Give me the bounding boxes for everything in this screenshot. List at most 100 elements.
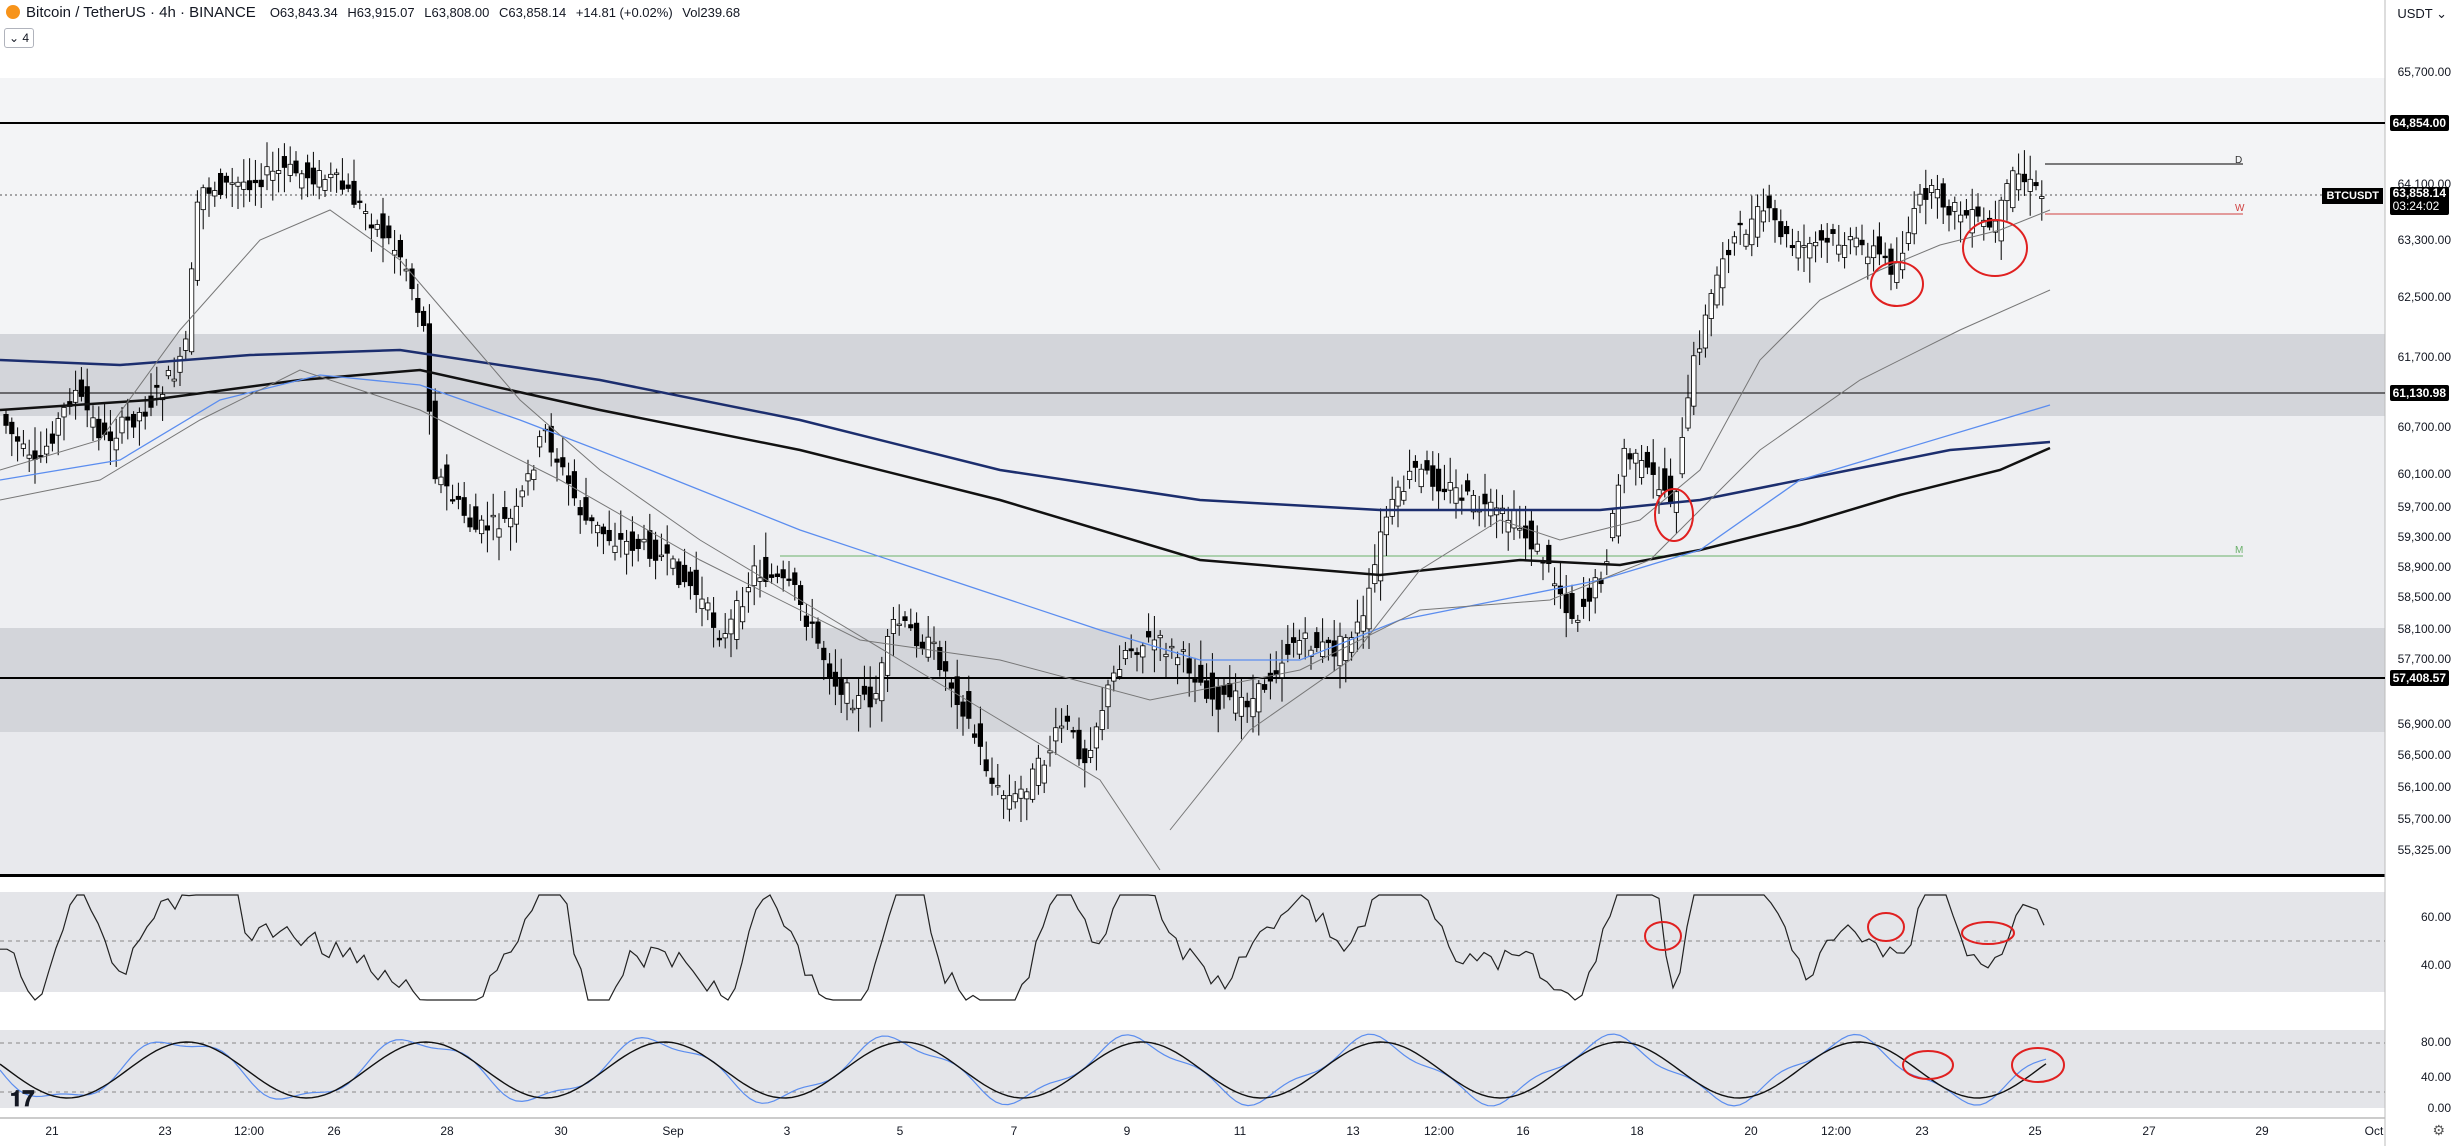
rsi-tick-40: 40.00: [2420, 958, 2451, 972]
time-tick: 23: [1915, 1124, 1929, 1138]
candle: [386, 225, 392, 239]
candle: [919, 641, 926, 650]
candle: [635, 538, 641, 550]
candle: [136, 412, 142, 422]
symbol-title[interactable]: Bitcoin / TetherUS · 4h · BINANCE: [26, 3, 256, 21]
candle: [792, 572, 798, 585]
candle: [1035, 757, 1041, 786]
candle: [1813, 242, 1819, 247]
candle: [61, 407, 67, 418]
settings-gear-icon[interactable]: ⚙: [2432, 1122, 2445, 1138]
candle: [1447, 482, 1453, 491]
indicator-collapse-button[interactable]: ⌄ 4: [4, 28, 35, 48]
candle: [1001, 795, 1007, 800]
candle: [362, 211, 369, 214]
candle: [1163, 653, 1169, 658]
candle: [786, 578, 792, 581]
current-price: 63,858.14: [2392, 186, 2446, 200]
candle: [455, 495, 462, 500]
candle: [1865, 256, 1871, 265]
d-marker: D: [2235, 155, 2242, 166]
candle: [107, 431, 113, 442]
candle: [438, 476, 444, 486]
time-tick: 20: [1744, 1124, 1758, 1138]
candle: [1204, 680, 1210, 699]
candle: [1882, 255, 1888, 259]
candle: [827, 663, 833, 678]
candle: [258, 179, 264, 188]
price-tick: 55,700.00: [2397, 812, 2451, 826]
candle: [165, 370, 171, 377]
price-tick: 55,325.00: [2397, 843, 2451, 857]
candle: [1934, 189, 1940, 199]
candle: [420, 310, 427, 326]
candle: [972, 733, 978, 738]
time-tick: Oct: [2364, 1124, 2384, 1138]
price-tick: 58,900.00: [2397, 560, 2451, 574]
rsi-highlight-circle: [1867, 912, 1905, 942]
rsi-highlight-circle: [1961, 921, 2015, 945]
candle: [1552, 583, 1558, 587]
candle: [183, 338, 189, 351]
candle: [1714, 274, 1720, 306]
candle: [1157, 634, 1163, 639]
candle: [554, 458, 560, 463]
candle: [983, 759, 989, 772]
time-tick: 5: [896, 1124, 904, 1138]
candle: [728, 618, 734, 635]
candle: [1169, 645, 1175, 649]
candle: [246, 180, 253, 191]
candle: [1470, 494, 1476, 513]
candle: [1465, 480, 1471, 492]
candle: [1221, 685, 1227, 695]
candle: [1059, 725, 1065, 729]
candle: [212, 190, 218, 197]
candle: [711, 612, 717, 628]
candle: [896, 623, 902, 626]
candle: [252, 179, 258, 184]
candle: [9, 421, 15, 435]
m-marker: M: [2235, 545, 2243, 556]
candle: [73, 389, 79, 403]
candle: [339, 180, 346, 190]
candle: [113, 437, 119, 451]
candle: [1122, 650, 1128, 660]
candle: [1801, 245, 1807, 248]
candle: [148, 395, 154, 408]
candle: [1343, 637, 1349, 661]
currency-select[interactable]: USDT ⌄: [2397, 6, 2447, 21]
candle: [1070, 730, 1076, 733]
candle: [275, 170, 282, 174]
candle: [1720, 258, 1726, 289]
candle: [177, 355, 183, 373]
time-tick: Sep: [662, 1124, 684, 1138]
candle: [612, 545, 618, 553]
candle: [1749, 218, 1755, 246]
candle: [1325, 639, 1331, 644]
bitcoin-logo-icon: [6, 5, 20, 19]
candle: [2033, 182, 2039, 187]
candle: [1772, 208, 1778, 221]
close-value: C63,858.14: [498, 4, 567, 20]
candle: [751, 565, 757, 587]
candle: [1853, 237, 1859, 248]
candle: [374, 224, 380, 230]
candle: [1679, 437, 1685, 475]
rsi-tick-60: 60.00: [2420, 910, 2451, 924]
candle: [1836, 244, 1842, 255]
candle: [531, 469, 537, 480]
candle: [624, 540, 630, 555]
candle: [1697, 348, 1703, 353]
zone-mid-bg: [0, 416, 2385, 628]
candle: [1946, 206, 1952, 216]
candle: [1093, 726, 1099, 749]
candle: [102, 422, 108, 435]
candle: [1395, 486, 1401, 507]
candle: [583, 497, 589, 521]
stoch-tick-40: 40.00: [2420, 1070, 2451, 1084]
candle: [1424, 460, 1430, 471]
candle: [490, 514, 496, 518]
candle: [571, 471, 578, 499]
candle: [1412, 460, 1418, 468]
